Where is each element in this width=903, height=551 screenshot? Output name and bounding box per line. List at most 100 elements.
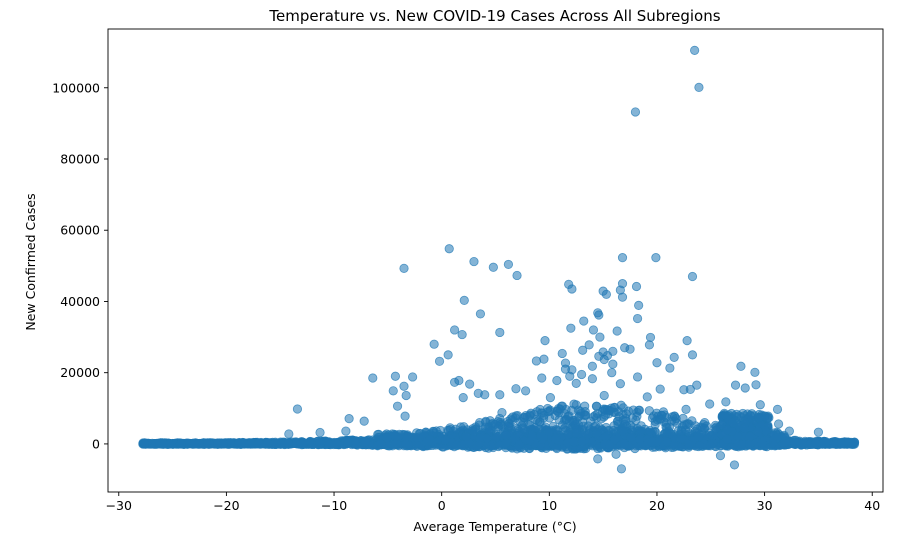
x-tick-label: 30 <box>757 498 773 513</box>
scatter-point <box>563 429 574 440</box>
scatter-point <box>599 354 609 365</box>
scatter-point <box>772 404 783 414</box>
x-axis: −30 −20 −10 0 10 20 30 40 <box>106 492 880 513</box>
y-tick-label: 100000 <box>52 80 100 95</box>
scatter-point <box>451 424 461 434</box>
scatter-point <box>612 326 622 336</box>
y-tick-label: 40000 <box>60 294 100 309</box>
scatter-point <box>503 259 514 270</box>
scatter-point <box>567 284 577 294</box>
scatter-point <box>836 439 846 449</box>
scatter-point <box>625 344 635 354</box>
scatter-point <box>480 417 491 427</box>
scatter-point <box>632 313 643 324</box>
scatter-point <box>619 439 629 449</box>
scatter-point <box>429 339 439 349</box>
plot-frame <box>107 28 884 493</box>
scatter-point <box>733 431 743 441</box>
scatter-point <box>615 379 625 389</box>
scatter-point <box>401 390 411 401</box>
scatter-point <box>538 432 548 442</box>
x-tick-label: −30 <box>106 498 132 513</box>
scatter-point <box>621 416 631 426</box>
scatter-point <box>751 380 761 390</box>
plot-area <box>107 28 884 493</box>
scatter-point <box>593 454 603 464</box>
scatter-point <box>600 410 611 420</box>
scatter-point <box>671 413 681 424</box>
scatter-point <box>545 393 556 403</box>
scatter-point <box>351 439 361 449</box>
scatter-point <box>540 336 550 346</box>
scatter-point <box>693 432 703 442</box>
scatter-point <box>745 410 756 420</box>
scatter-point <box>595 332 605 342</box>
scatter-point <box>628 405 638 415</box>
scatter-point <box>578 421 588 431</box>
scatter-point <box>566 323 576 333</box>
scatter-point <box>459 295 469 305</box>
scatter-point <box>444 244 454 254</box>
scatter-point <box>583 429 594 439</box>
scatter-point <box>507 415 517 425</box>
scatter-point <box>617 292 628 302</box>
scatter-point <box>755 400 765 410</box>
scatter-point <box>552 443 562 454</box>
scatter-point <box>630 107 641 117</box>
scatter-point <box>388 386 398 396</box>
scatter-point <box>662 437 672 447</box>
y-tick-label: 80000 <box>60 151 100 166</box>
scatter-point <box>408 372 418 382</box>
scatter-point <box>176 439 186 449</box>
scatter-point <box>736 361 746 371</box>
scatter-point <box>390 371 400 381</box>
scatter-point <box>631 281 642 292</box>
scatter-point <box>190 439 200 449</box>
x-tick-label: 0 <box>438 498 446 513</box>
scatter-point <box>578 345 588 355</box>
scatter-point <box>594 310 604 320</box>
scatter-point <box>315 427 325 438</box>
scatter-point <box>626 432 636 443</box>
scatter-point <box>634 300 644 310</box>
scatter-point <box>465 379 475 389</box>
scatter-point <box>690 45 700 55</box>
scatter-point <box>745 431 755 442</box>
scatter-point <box>692 380 702 390</box>
scatter-point <box>551 434 561 444</box>
scatter-point <box>727 417 738 428</box>
scatter-point <box>530 423 540 433</box>
scatter-point <box>449 325 460 335</box>
scatter-point <box>495 390 505 400</box>
scatter-point <box>721 397 731 407</box>
scatter-point <box>411 433 422 443</box>
scatter-point <box>628 423 638 433</box>
scatter-point <box>571 378 581 388</box>
scatter-point <box>577 369 587 380</box>
scatter-point <box>511 384 521 394</box>
scatter-point <box>664 426 674 436</box>
scatter-point <box>587 374 597 384</box>
scatter-point <box>652 358 662 368</box>
scatter-point <box>284 429 294 439</box>
scatter-point <box>684 439 694 450</box>
y-tick-label: 20000 <box>60 365 100 380</box>
x-tick-label: −10 <box>321 498 347 513</box>
scatter-point <box>593 443 603 454</box>
scatter-point <box>784 426 794 436</box>
scatter-point <box>717 419 727 430</box>
scatter-point <box>441 435 451 445</box>
x-tick-label: 40 <box>864 498 880 513</box>
scatter-point <box>773 419 784 429</box>
scatter-point <box>715 451 726 461</box>
scatter-point <box>461 432 471 442</box>
y-tick-label: 60000 <box>60 223 100 238</box>
scatter-point <box>510 433 520 444</box>
scatter-point <box>687 350 698 360</box>
scatter-point <box>584 340 594 350</box>
y-axis-label: New Confirmed Cases <box>23 193 38 330</box>
scatter-point <box>343 438 353 448</box>
scatter-point <box>587 361 597 371</box>
scatter-point <box>757 438 767 448</box>
